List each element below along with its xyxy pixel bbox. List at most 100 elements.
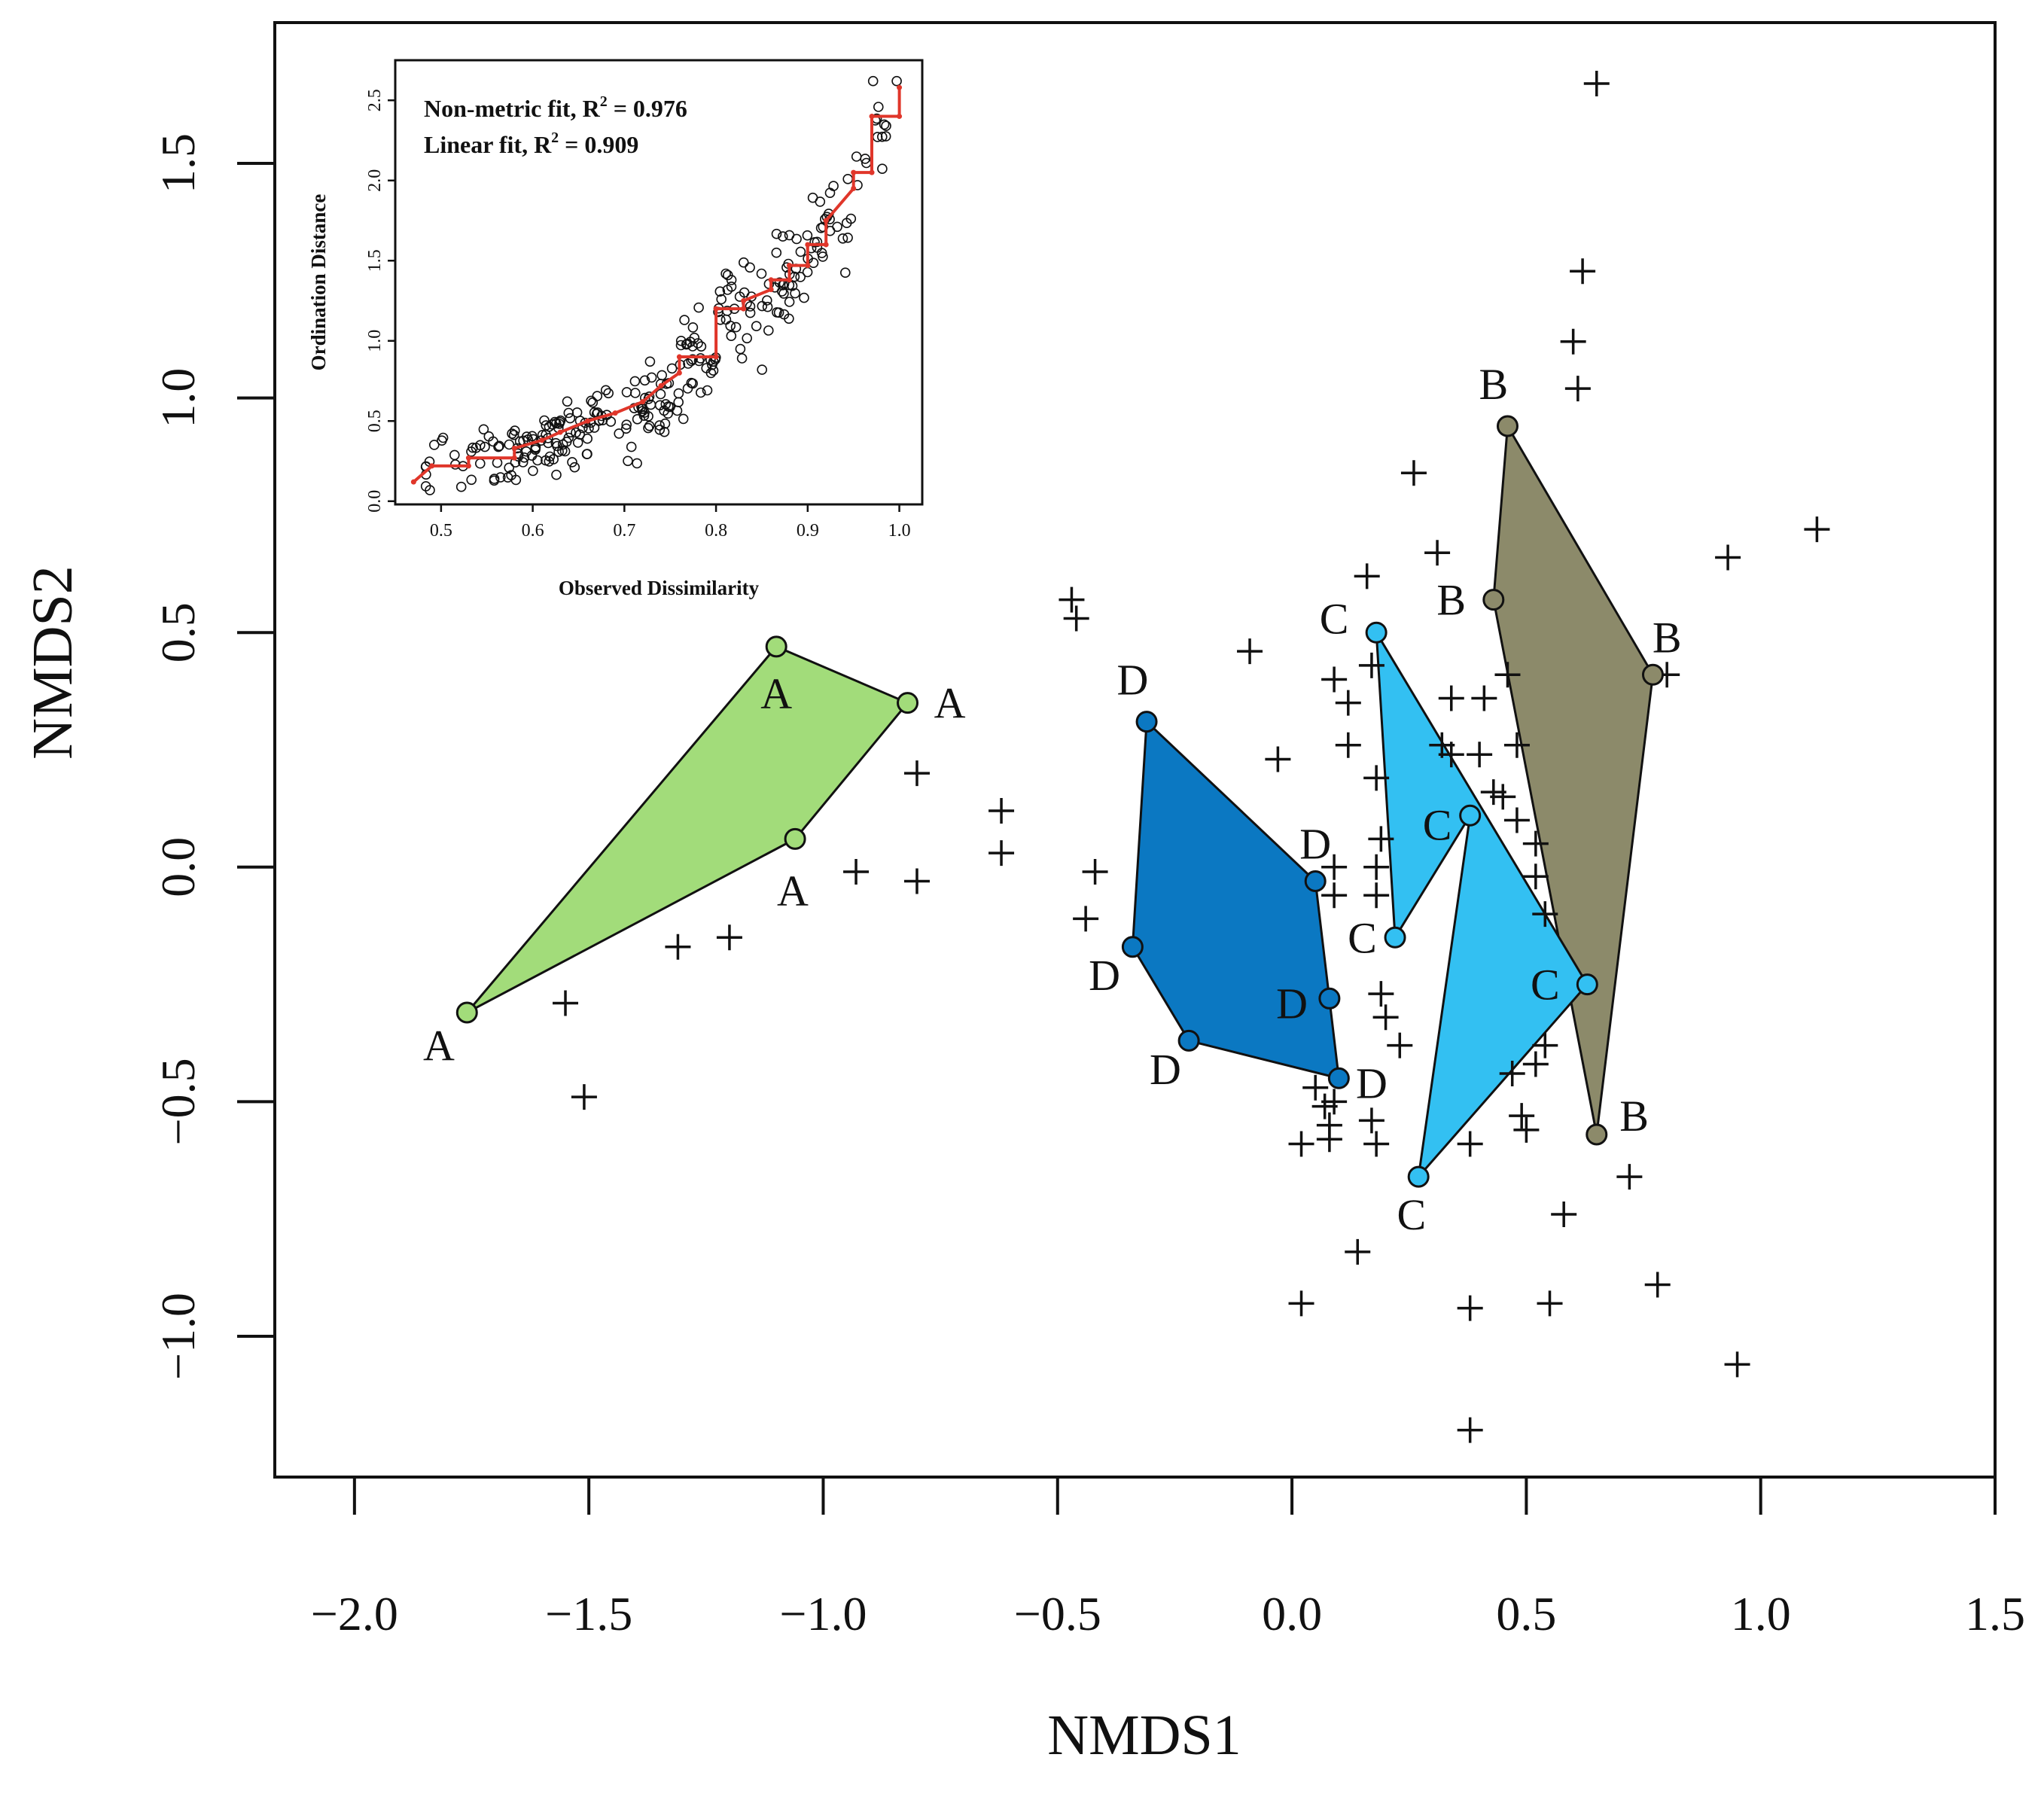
species-marker-2 [1560, 328, 1586, 355]
inset-stepfit-dot-5 [511, 445, 517, 451]
inset-point-100 [716, 294, 727, 305]
species-marker-34 [903, 868, 930, 894]
inset-point-267 [771, 247, 782, 258]
species-marker-62 [1513, 1116, 1540, 1143]
inset-stepfit-dot-25 [823, 218, 829, 224]
species-marker-15 [1335, 690, 1361, 716]
inset-stepfit-dot-9 [612, 410, 618, 416]
species-markers [553, 71, 1830, 1443]
site-point-C-2 [1407, 1165, 1430, 1188]
species-marker-49 [1372, 1004, 1399, 1031]
inset-point-119 [735, 343, 746, 355]
site-label-D-3: D [1356, 1058, 1388, 1107]
inset-point-282 [583, 423, 594, 434]
inset-point-169 [621, 419, 632, 431]
inset-y-tick-label-2: 1.0 [365, 330, 385, 352]
species-marker-29 [903, 760, 930, 787]
inset-point-224 [526, 450, 538, 461]
inset-point-151 [517, 457, 529, 468]
species-marker-16 [1438, 685, 1464, 711]
inset-point-168 [645, 399, 656, 410]
inset-point-235 [745, 301, 756, 312]
species-marker-48 [1368, 981, 1394, 1007]
inset-point-150 [891, 75, 902, 87]
inset-point-139 [567, 457, 577, 468]
inset-point-104 [722, 270, 733, 281]
species-marker-27 [1490, 784, 1516, 810]
inset-point-154 [693, 338, 703, 349]
inset-point-185 [816, 248, 827, 258]
species-marker-19 [1265, 746, 1291, 772]
inset-point-170 [851, 151, 862, 162]
inset-point-211 [643, 422, 653, 434]
inset-x-tick-label-2: 0.7 [613, 521, 635, 541]
x-tick-label-2: −1.0 [779, 1587, 867, 1640]
inset-point-260 [681, 339, 692, 350]
species-marker-5 [1424, 540, 1451, 566]
inset-point-276 [420, 481, 431, 492]
inset-point-288 [474, 440, 486, 451]
site-point-D-3 [1177, 1029, 1200, 1052]
inset-point-125 [757, 300, 768, 312]
inset-point-34 [603, 388, 614, 399]
inset-point-164 [675, 340, 687, 351]
inset-point-274 [881, 120, 891, 131]
species-marker-37 [1363, 854, 1390, 880]
species-marker-20 [1335, 732, 1361, 758]
site-point-A-2 [784, 827, 806, 850]
site-label-D-1: D [1299, 820, 1331, 869]
inset-point-191 [678, 413, 689, 425]
inset-stepfit-dot-30 [897, 114, 903, 120]
inset-stepfit-dot-17 [741, 297, 747, 303]
inset-stepfit-dot-26 [851, 185, 857, 191]
site-label-D-5: D [1089, 951, 1120, 1000]
species-marker-57 [1288, 1131, 1314, 1157]
inset-point-200 [493, 441, 504, 452]
inset-point-65 [626, 441, 637, 452]
inset-point-243 [687, 354, 698, 365]
species-marker-3 [1564, 376, 1591, 402]
inset-annotation-nonmetric-sup: 2 [600, 93, 608, 110]
inset-point-257 [620, 423, 632, 434]
species-marker-66 [1551, 1201, 1577, 1227]
species-marker-65 [1616, 1164, 1643, 1190]
inset-point-219 [837, 233, 848, 244]
inset-point-256 [582, 433, 593, 444]
species-marker-36 [1368, 826, 1394, 852]
site-label-C-1: C [1531, 961, 1560, 1010]
group-hulls [466, 422, 1655, 1180]
inset-point-299 [867, 75, 879, 87]
inset-point-67 [428, 440, 440, 450]
inset-point-161 [644, 420, 655, 431]
inset-point-176 [877, 131, 888, 142]
species-marker-63 [1522, 1051, 1549, 1077]
inset-point-295 [528, 465, 538, 477]
inset-point-287 [449, 449, 460, 461]
x-tick-label-4: 0.0 [1262, 1587, 1322, 1640]
inset-point-204 [562, 396, 573, 407]
inset-point-230 [734, 291, 745, 302]
x-tick-label-7: 1.5 [1965, 1587, 2025, 1640]
inset-point-290 [681, 338, 693, 349]
species-marker-7 [1804, 516, 1830, 543]
species-marker-64 [1532, 1032, 1558, 1058]
inset-point-129 [510, 474, 522, 486]
inset-point-214 [845, 213, 857, 224]
inset-x-tick-label-3: 0.8 [705, 521, 727, 541]
inset-point-298 [842, 232, 853, 243]
inset-point-297 [656, 370, 668, 381]
y-axis-title: NMDS2 [21, 565, 84, 760]
inset-point-190 [509, 425, 520, 436]
inset-stepfit-dot-31 [897, 84, 903, 90]
inset-stepfit-dot-2 [465, 463, 471, 469]
inset-point-270 [521, 431, 532, 442]
inset-point-47 [705, 367, 717, 379]
inset-point-180 [646, 372, 657, 383]
site-label-D-2: D [1276, 979, 1308, 1028]
inset-point-0 [600, 385, 611, 396]
species-marker-17 [1471, 685, 1497, 711]
inset-point-45 [799, 292, 809, 303]
inset-stepfit-dot-15 [713, 306, 719, 312]
